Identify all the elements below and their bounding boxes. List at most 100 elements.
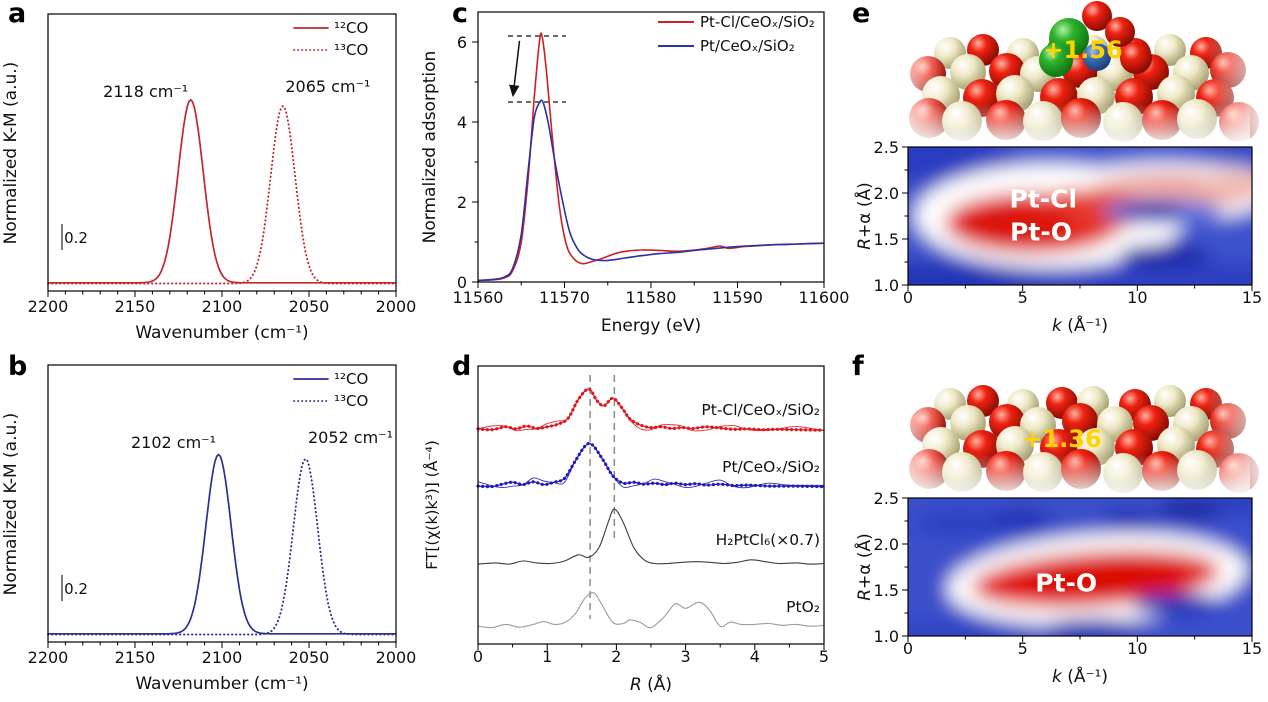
model-fade [890, 455, 1250, 498]
plot-frame [477, 11, 825, 283]
trace-label: PtO₂ [786, 598, 820, 616]
x-tick-label: 0 [473, 647, 483, 666]
y-tick-label: 2.5 [874, 489, 899, 508]
y-tick-label: 0 [457, 273, 467, 292]
panel-letter-e: e [852, 0, 871, 29]
scale-bar-label: 0.2 [64, 580, 88, 598]
x-axis-label: Energy (eV) [601, 316, 701, 336]
exafs-fit-dots [476, 441, 826, 489]
x-tick-label: 5 [1018, 288, 1028, 307]
x-tick-label: 15 [1242, 288, 1262, 307]
model-fade [890, 104, 1250, 147]
x-tick-label: 10 [1127, 639, 1147, 658]
legend: ¹²CO ¹³CO [293, 370, 368, 410]
y-tick-label: 2 [457, 193, 467, 212]
panel-a: a 2200 2150 2100 2050 2000 2118 cm⁻¹ 2065 cm⁻¹… [0, 0, 420, 351]
chart-e-wavelet: +1.56 Pt-Cl Pt-O 0 5 10 15 1.0 1.5 2.0 2.5 k (Å⁻¹) R… [853, 0, 1268, 336]
plot-frame [47, 364, 397, 643]
trace-label: H₂PtCl₆(×0.7) [716, 531, 820, 549]
x-tick-label: 2200 [28, 648, 69, 667]
atom-red [1105, 17, 1135, 47]
x-tick-label: 11560 [453, 288, 504, 307]
trace-label: Pt/CeOₓ/SiO₂ [722, 458, 820, 476]
panel-letter-b: b [8, 351, 28, 382]
atomic-model: +1.36 [890, 351, 1268, 501]
x-tick-label: 2200 [28, 297, 69, 316]
atom-green [1039, 43, 1073, 77]
exafs-line [477, 508, 825, 565]
legend: ¹²CO ¹³CO [293, 19, 368, 59]
decrease-arrow [509, 40, 521, 98]
legend-label: Pt/CeOₓ/SiO₂ [700, 37, 795, 55]
curve-13co [47, 104, 397, 285]
scale-bar-label: 0.2 [64, 229, 88, 247]
x-tick-label: 2100 [202, 297, 243, 316]
y-tick-label: 4 [457, 113, 467, 132]
plot: 2200 2150 2100 2050 2000 2102 cm⁻¹ 2052 cm⁻¹ 0.… [28, 364, 417, 667]
x-tick-label: 5 [819, 647, 829, 666]
panel-c: c 11560 11570 11580 11590 11600 0 2 4 6 Pt-Cl/CeO… [420, 0, 850, 351]
x-tick-label: 2050 [289, 297, 330, 316]
atom-red [1082, 1, 1112, 31]
chart-a-ir-spectrum: 2200 2150 2100 2050 2000 2118 cm⁻¹ 2065 cm⁻¹ 0.… [1, 13, 416, 343]
legend-label: Pt-Cl/CeOₓ/SiO₂ [700, 13, 815, 31]
panel-e: e +1.56 Pt-Cl Pt-O 0 5 10 15 1.0 1.5 2.0 2.5 k (Å⁻¹… [850, 0, 1268, 351]
y-tick-label: 2.0 [874, 535, 899, 554]
chart-f-wavelet: +1.36 Pt-O 0 5 10 15 1.0 1.5 2.0 2.5 k (Å⁻¹) R+α (Å… [853, 351, 1268, 687]
y-tick-label: 1.5 [874, 230, 899, 249]
peak-annotation: 2065 cm⁻¹ [285, 77, 370, 96]
shell-label: Pt-Cl [1010, 184, 1078, 213]
peak-annotation: 2102 cm⁻¹ [131, 433, 216, 452]
x-tick-label: 2050 [289, 648, 330, 667]
curve-12co [48, 453, 396, 635]
y-tick-label: 1.5 [874, 581, 899, 600]
chart-d-exafs: 0 1 2 3 4 5 Pt-Cl/CeOₓ/SiO₂ Pt/CeOₓ/SiO₂ H₂PtCl₆… [422, 365, 829, 695]
x-tick-label: 2 [611, 647, 621, 666]
y-axis-label: R+α (Å) [853, 182, 875, 250]
legend-label: ¹³CO [334, 41, 368, 59]
legend-label: ¹³CO [334, 392, 368, 410]
panel-letter-d: d [452, 351, 472, 382]
y-tick-label: 1.0 [874, 276, 899, 295]
peak-annotation: 2118 cm⁻¹ [103, 82, 188, 101]
model-fade [1206, 0, 1268, 150]
x-tick-label: 11580 [626, 288, 677, 307]
x-tick-label: 0 [903, 288, 913, 307]
legend: Pt-Cl/CeOₓ/SiO₂ Pt/CeOₓ/SiO₂ [658, 13, 815, 55]
x-axis-label: R (Å) [630, 673, 672, 695]
panel-letter-a: a [8, 0, 27, 29]
x-tick-label: 0 [903, 639, 913, 658]
x-tick-label: 2150 [115, 297, 156, 316]
panel-letter-f: f [852, 351, 864, 382]
panel-letter-c: c [452, 0, 469, 29]
atomic-model: +1.56 [890, 0, 1268, 150]
atom-blue [1083, 43, 1111, 71]
plot-frame [47, 13, 397, 292]
legend-label: ¹²CO [334, 19, 368, 37]
x-tick-label: 11570 [539, 288, 590, 307]
bader-charge-label: +1.36 [1022, 425, 1101, 453]
x-tick-label: 5 [1018, 639, 1028, 658]
x-tick-label: 3 [681, 647, 691, 666]
exafs-fit-dots [476, 387, 826, 432]
exafs-line [477, 592, 825, 629]
x-axis-label: k (Å⁻¹) [1052, 314, 1108, 336]
x-tick-label: 2000 [376, 648, 417, 667]
plot-frame [907, 497, 1253, 637]
x-axis-label: Wavenumber (cm⁻¹) [135, 323, 308, 343]
y-tick-label: 2.0 [874, 184, 899, 203]
bader-charge-label: +1.56 [1043, 36, 1122, 64]
plot: 0 1 2 3 4 5 Pt-Cl/CeOₓ/SiO₂ Pt/CeOₓ/SiO₂ H₂PtCl₆… [473, 365, 829, 666]
y-axis-label: Normalized K-M (a.u.) [1, 413, 21, 596]
y-axis-label: FT[(χ(k)k³)] (Å⁻⁴) [422, 440, 441, 570]
axes: 0 5 10 15 1.0 1.5 2.0 2.5 [874, 138, 1263, 307]
axes: 0 5 10 15 1.0 1.5 2.0 2.5 [874, 489, 1263, 658]
peak-annotation: 2052 cm⁻¹ [308, 428, 393, 447]
y-axis-label: Normalized K-M (a.u.) [1, 62, 21, 245]
chart-b-ir-spectrum: 2200 2150 2100 2050 2000 2102 cm⁻¹ 2052 cm⁻¹ 0.… [1, 364, 417, 694]
shell-label: Pt-O [1035, 569, 1097, 598]
atom-red [1120, 42, 1152, 74]
x-tick-label: 11600 [799, 288, 850, 307]
x-tick-label: 11590 [712, 288, 763, 307]
shell-label: Pt-O [1010, 218, 1072, 247]
